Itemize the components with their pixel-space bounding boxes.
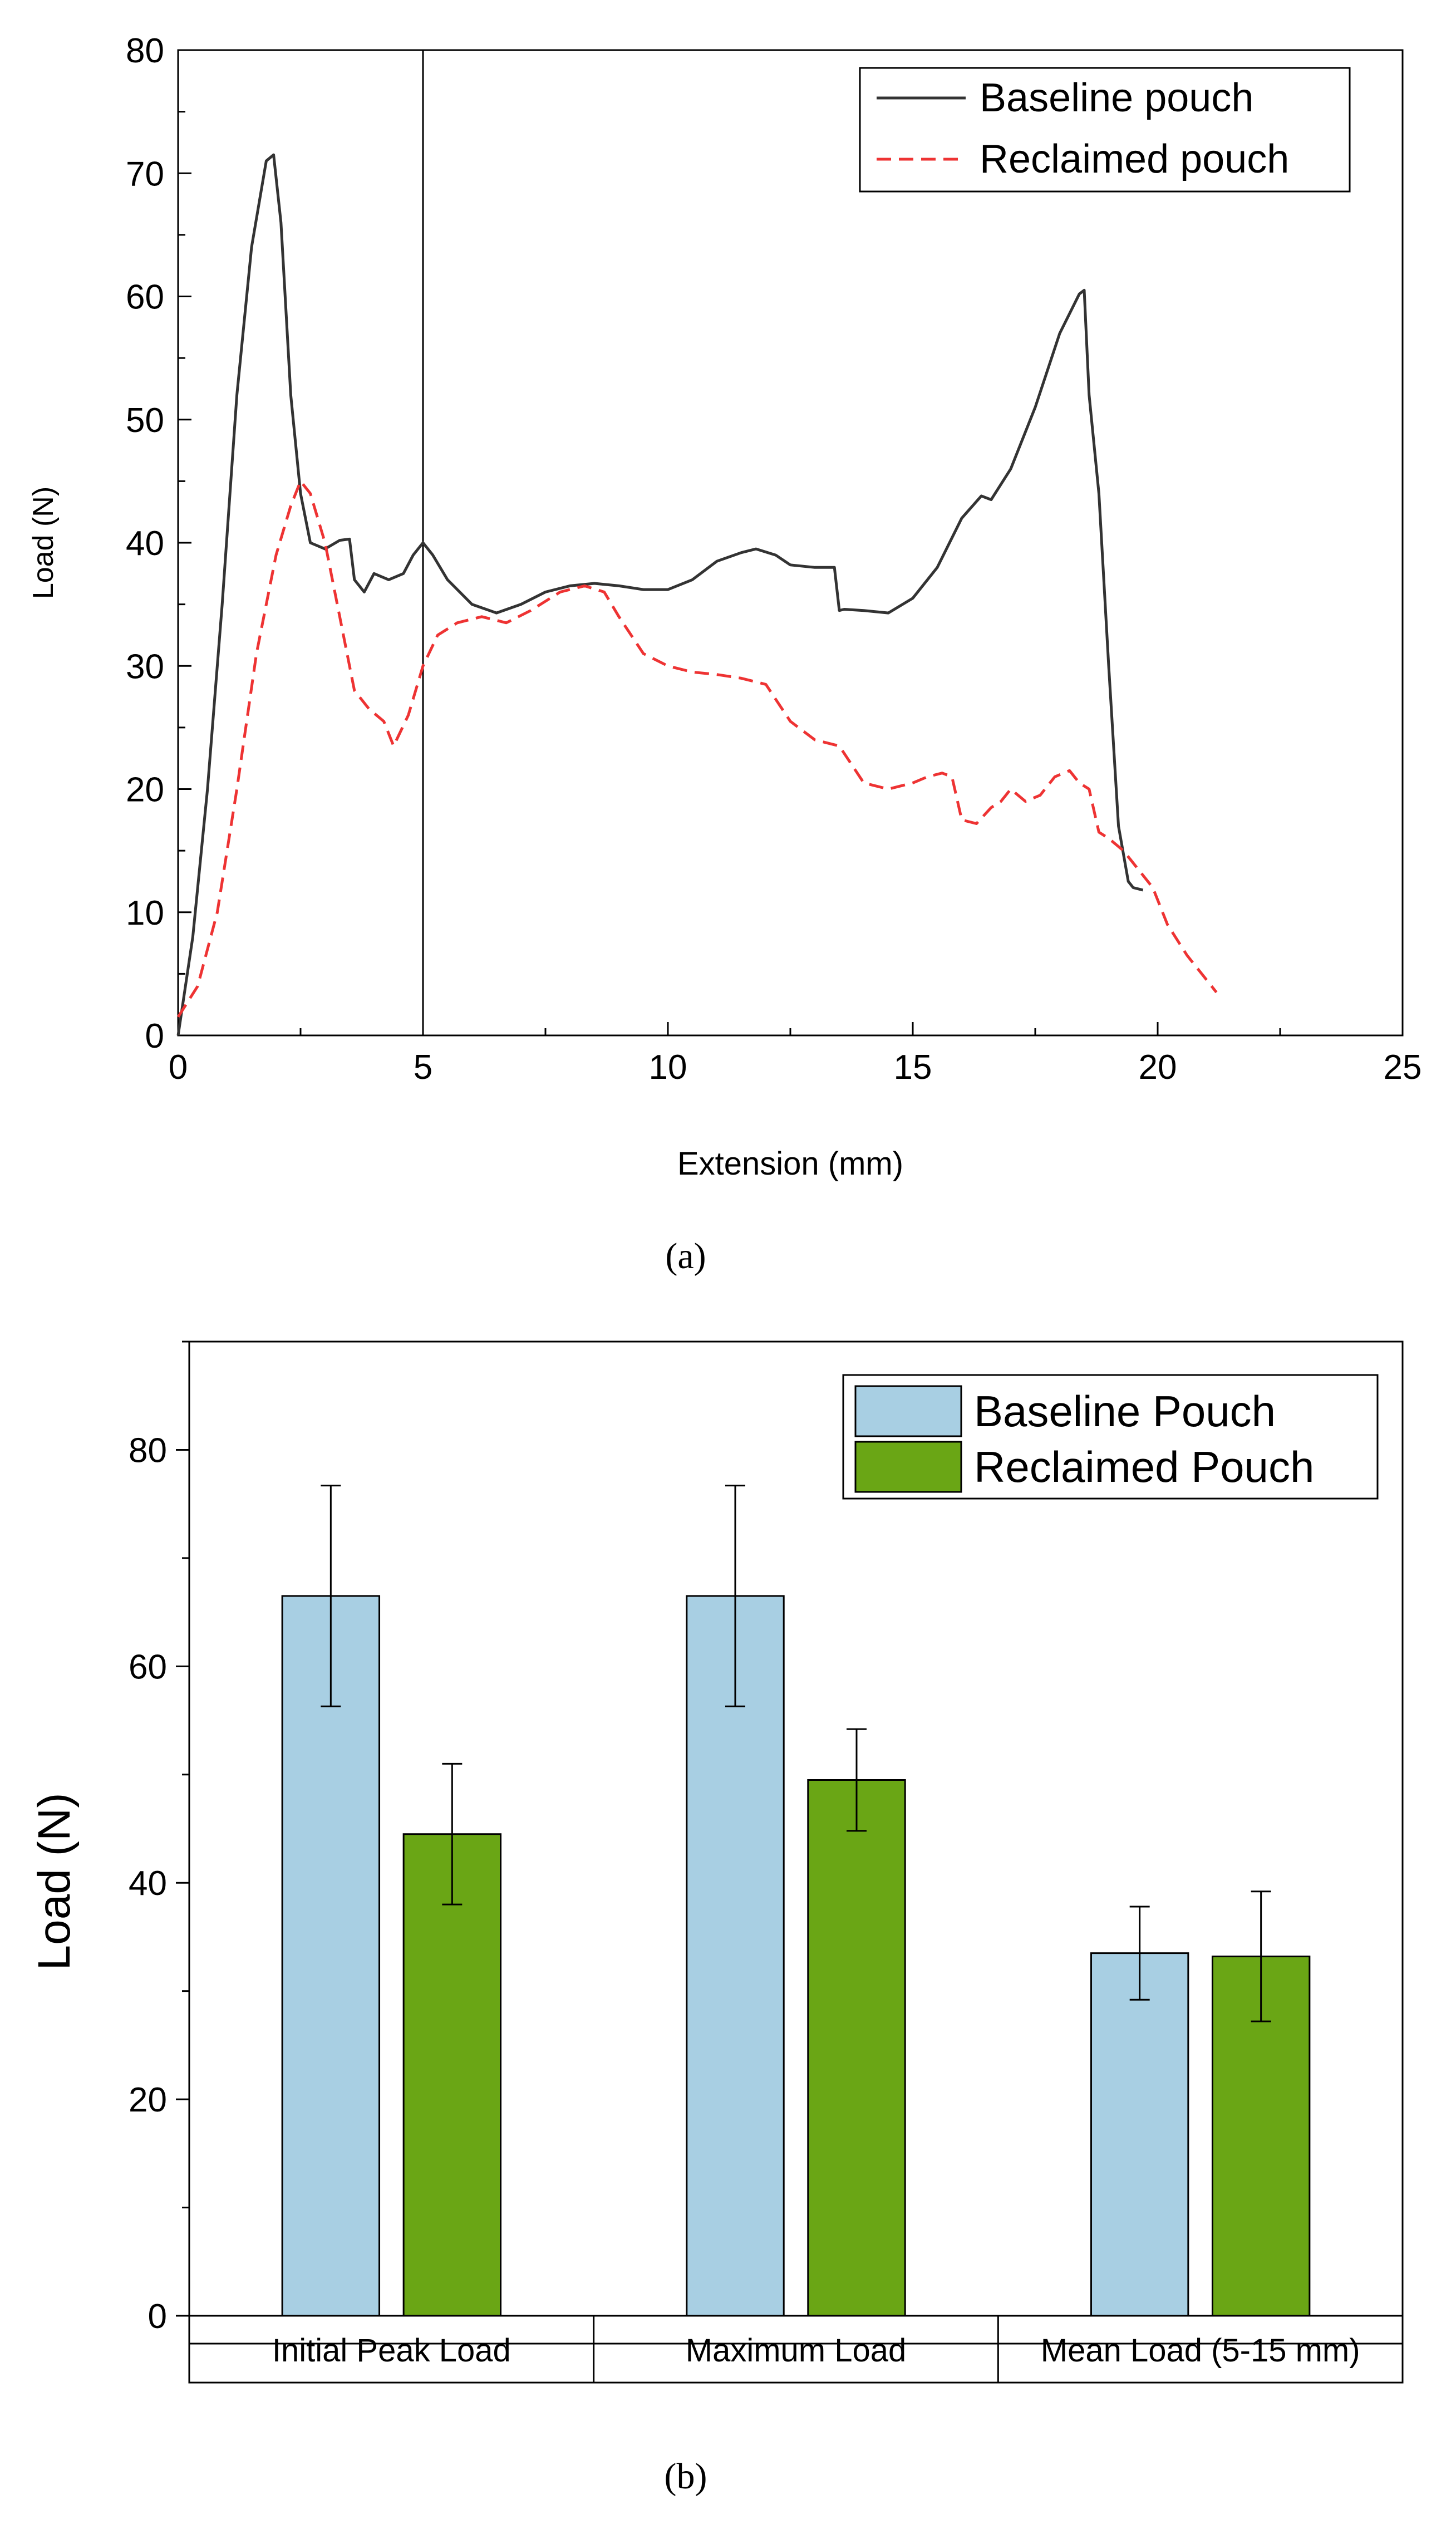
- y-tick-label-a: 30: [126, 647, 164, 686]
- panel-a-line-chart: 0 10 20 30 40 50 60 70 80 0 5 10 15 20 25 Extension (…: [27, 32, 1421, 1276]
- category-box-row: [188, 2315, 1404, 2384]
- x-axis-title-a: Extension (mm): [677, 1146, 903, 1182]
- category-label: Maximum Load: [686, 2332, 906, 2369]
- x-tick-label-a: 25: [1384, 1048, 1422, 1087]
- y-tick-label-a: 20: [126, 771, 164, 809]
- y-tick-label-a: 10: [126, 894, 164, 932]
- category-label: Mean Load (5-15 mm): [1041, 2332, 1360, 2369]
- legend-swatch-reclaimed-pouch-b: [854, 1441, 962, 1493]
- y-tick-label-a: 60: [126, 278, 164, 317]
- plot-frame-b: [188, 1340, 1404, 2345]
- x-tick-label-a: 15: [894, 1048, 932, 1087]
- legend-label-baseline-pouch: Baseline pouch: [980, 76, 1253, 120]
- y-tick-label-a: 50: [126, 401, 164, 440]
- x-tick-label-a: 20: [1139, 1048, 1177, 1087]
- bar-baseline-pouch: [1090, 1952, 1189, 2317]
- bar-reclaimed-pouch: [807, 1779, 906, 2317]
- panel-label-a: (a): [665, 1236, 706, 1276]
- x-tick-label-a: 10: [649, 1048, 687, 1087]
- y-tick-label-a: 70: [126, 155, 164, 193]
- y-tick-label-a: 0: [145, 1017, 164, 1055]
- bar-baseline-pouch: [281, 1595, 381, 2317]
- y-tick-label-b: 80: [129, 1431, 167, 1470]
- legend-label-reclaimed-pouch: Reclaimed pouch: [980, 137, 1289, 181]
- legend-box-a: [859, 67, 1351, 193]
- x-axis-a: 0 5 10 15 20 25: [169, 1022, 1422, 1087]
- legend-label-reclaimed-pouch-b: Reclaimed Pouch: [974, 1442, 1314, 1491]
- legend-label-baseline-pouch-b: Baseline Pouch: [974, 1387, 1276, 1436]
- y-axis-a: 0 10 20 30 40 50 60 70 80: [126, 32, 191, 1055]
- y-axis-title-a: Load (N): [27, 487, 60, 599]
- y-tick-label-b: 20: [129, 2081, 167, 2119]
- category-label: Initial Peak Load: [272, 2332, 511, 2369]
- legend-swatch-baseline-pouch-b: [854, 1385, 962, 1437]
- y-tick-label-b: 40: [129, 1864, 167, 1903]
- bar-reclaimed-pouch: [402, 1833, 502, 2317]
- legend-b: Baseline Pouch Reclaimed Pouch: [842, 1374, 1379, 1500]
- series-line-baseline-pouch: [176, 153, 1144, 1036]
- y-tick-label-a: 40: [126, 524, 164, 563]
- y-tick-label-a: 80: [126, 32, 164, 70]
- series-group-a: [176, 153, 1218, 1036]
- panel-label-b: (b): [665, 2456, 707, 2497]
- plot-frame-a: [177, 49, 1404, 1037]
- y-axis-title-b: Load (N): [29, 1793, 80, 1970]
- category-axis-b: Initial Peak Load Maximum Load Mean Load (…: [188, 2315, 1404, 2384]
- y-tick-label-b: 60: [129, 1648, 167, 1686]
- legend-a: Baseline pouch Reclaimed pouch: [859, 67, 1351, 193]
- y-tick-label-b: 0: [148, 2297, 167, 2336]
- series-line-reclaimed-pouch: [176, 479, 1218, 1018]
- x-tick-label-a: 5: [414, 1048, 432, 1087]
- x-tick-label-a: 0: [169, 1048, 188, 1087]
- bars-group-b: [281, 1485, 1311, 2317]
- panel-b-bar-chart: 0 20 40 60 80 Initial Peak Load Maximum Load M…: [29, 1340, 1404, 2497]
